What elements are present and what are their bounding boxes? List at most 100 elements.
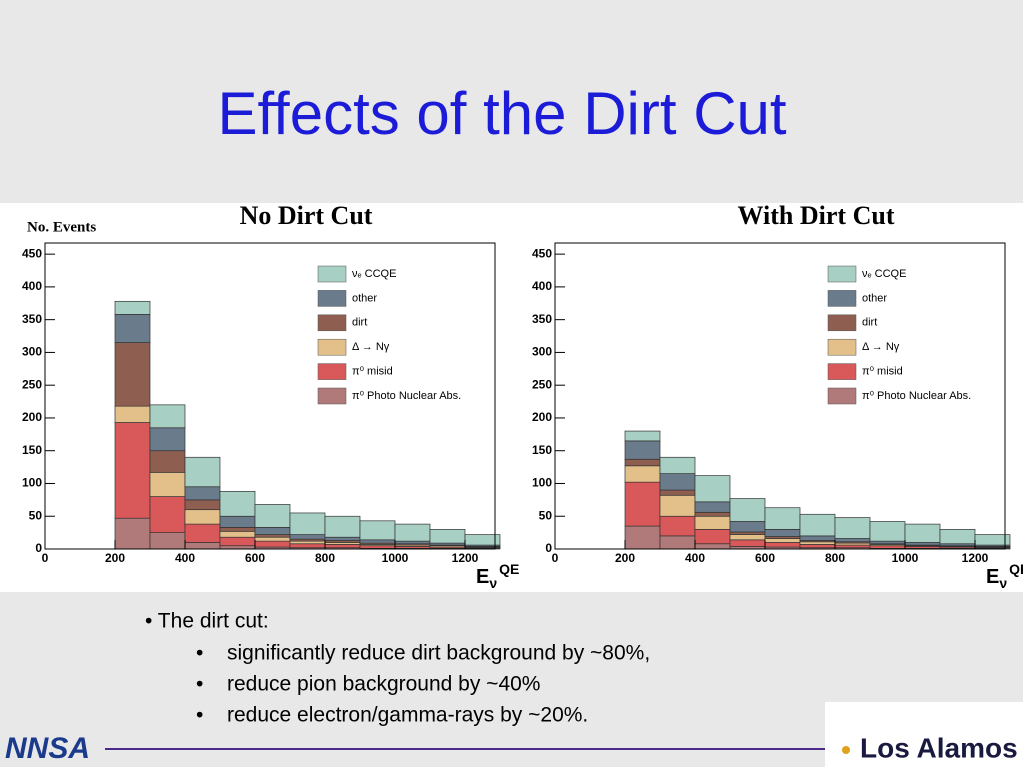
histogram-bar [799, 541, 836, 545]
histogram-bar [729, 539, 766, 547]
histogram-bar [289, 534, 326, 540]
legend-swatch [827, 314, 857, 332]
x-tick-label: 200 [105, 551, 125, 565]
histogram-bar [149, 532, 186, 550]
bullet-head: • The dirt cut: [145, 610, 269, 633]
bullet-item: significantly reduce dirt background by … [227, 642, 650, 665]
legend-label: Δ → Nγ [352, 341, 390, 353]
legend-label: dirt [352, 317, 367, 329]
x-tick-label: 1000 [382, 551, 409, 565]
histogram-bar [114, 405, 151, 423]
y-tick-label: 250 [22, 377, 42, 391]
logo-dot [842, 746, 850, 754]
histogram-bar [149, 450, 186, 473]
histogram-bar [659, 473, 696, 491]
histogram-bar [694, 528, 731, 545]
histogram-bar [764, 538, 801, 543]
bullet-item: reduce pion background by ~40% [227, 673, 540, 696]
y-tick-label: 350 [22, 312, 42, 326]
x-tick-label: 1200 [962, 551, 989, 565]
histogram-bar [624, 525, 661, 550]
y-tick-label: 0 [35, 541, 42, 555]
legend-swatch [317, 314, 347, 332]
y-tick-label: 400 [532, 279, 552, 293]
histogram-bar [729, 531, 766, 535]
chart-title: No Dirt Cut [240, 201, 373, 230]
histogram-bar [184, 509, 221, 525]
histogram-bar [359, 539, 396, 544]
histogram-bar [219, 515, 256, 528]
y-tick-label: 400 [22, 279, 42, 293]
legend-label: π⁰ Photo Nuclear Abs. [862, 390, 971, 402]
histogram-bar [219, 490, 256, 517]
legend-label: π⁰ misid [352, 366, 393, 378]
histogram-bar [149, 496, 186, 533]
y-tick-label: 300 [22, 345, 42, 359]
legend-label: other [862, 292, 887, 304]
legend-label: νₑ CCQE [862, 268, 906, 280]
histogram-bar [729, 521, 766, 533]
x-tick-label: 600 [245, 551, 265, 565]
histogram-bar [624, 465, 661, 483]
histogram-bar [324, 515, 361, 538]
x-tick-label: 0 [42, 551, 49, 565]
x-tick-label: 600 [755, 551, 775, 565]
histogram-bar [359, 520, 396, 541]
legend-swatch [317, 363, 347, 380]
histogram-bar [184, 499, 221, 511]
histogram-bar [869, 521, 906, 542]
y-tick-label: 100 [22, 476, 42, 490]
x-axis-label: EνQE [986, 561, 1023, 591]
histogram-bar [974, 534, 1011, 546]
y-tick-label: 50 [29, 508, 43, 522]
histogram-bar [764, 528, 801, 537]
histogram-bar [114, 314, 151, 343]
x-tick-label: 400 [685, 551, 705, 565]
y-tick-label: 450 [532, 246, 552, 260]
y-tick-label: 0 [545, 541, 552, 555]
histogram-bar [149, 404, 186, 429]
histogram-bar [729, 498, 766, 522]
bullet-dot: • [196, 704, 203, 727]
histogram-bar [429, 528, 466, 544]
x-label-sup: QE [499, 561, 519, 577]
histogram-bar [219, 530, 256, 538]
histogram-bar [659, 515, 696, 537]
histogram-bar [659, 494, 696, 517]
y-tick-label: 50 [539, 508, 553, 522]
legend-swatch [317, 338, 347, 356]
legend-label: Δ → Nγ [862, 341, 900, 353]
x-tick-label: 400 [175, 551, 195, 565]
histogram-bar [254, 536, 291, 542]
x-tick-label: 0 [552, 551, 559, 565]
histogram-bar [254, 534, 291, 538]
bullet-item: reduce electron/gamma-rays by ~20%. [227, 704, 588, 727]
legend-swatch [827, 265, 857, 283]
bullet-dot: • [196, 642, 203, 665]
legend-swatch [317, 265, 347, 283]
legend-swatch [827, 363, 857, 380]
histogram-bar [869, 540, 906, 545]
histogram-bar [114, 517, 151, 550]
histogram-bar [289, 543, 326, 549]
y-axis-label: No. Events [27, 219, 96, 235]
histogram-bar [394, 523, 431, 542]
chart-title: With Dirt Cut [738, 201, 895, 230]
histogram-bar [834, 538, 871, 543]
legend-swatch [317, 290, 347, 307]
legend-swatch [827, 338, 857, 356]
histogram-bar [254, 540, 291, 548]
slide-title: Effects of the Dirt Cut [217, 80, 786, 147]
histogram-bar [694, 501, 731, 513]
histogram-bar [114, 300, 151, 315]
histogram-bar [904, 523, 941, 543]
histogram-bar [694, 475, 731, 503]
histogram-bar [394, 540, 431, 545]
y-tick-label: 300 [532, 345, 552, 359]
histogram-bar [184, 456, 221, 488]
y-tick-label: 150 [532, 443, 552, 457]
y-tick-label: 150 [22, 443, 42, 457]
histogram-bar [799, 544, 836, 549]
plot-frame [554, 242, 1006, 550]
